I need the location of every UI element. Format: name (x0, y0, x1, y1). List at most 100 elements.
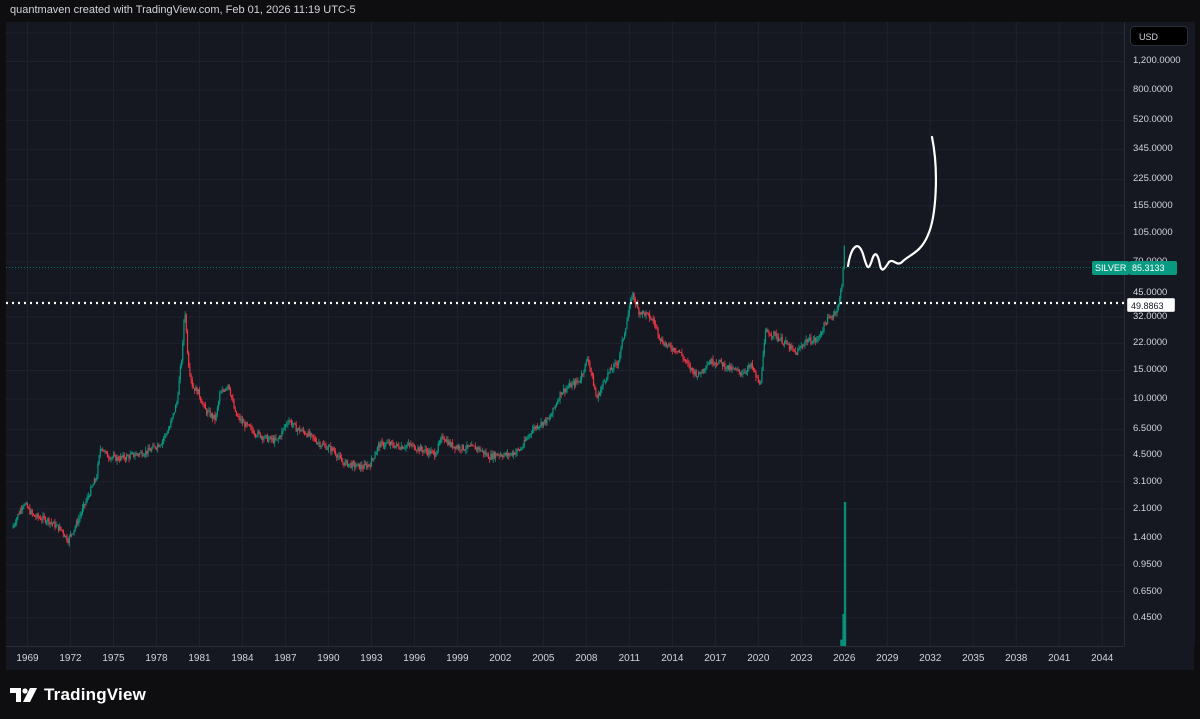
candle-body (435, 454, 437, 457)
candle-body (407, 443, 410, 445)
candle-body (441, 436, 443, 439)
candle-body (239, 416, 241, 421)
candle-body (547, 417, 549, 419)
candle-body (312, 434, 314, 438)
candle-body (169, 427, 171, 430)
candle-body (438, 442, 441, 444)
candle-body (333, 450, 335, 452)
candle-body (217, 401, 220, 408)
candle-body (356, 463, 358, 467)
candle-body (383, 445, 386, 447)
candle-body (364, 463, 367, 465)
candle-body (453, 446, 455, 448)
candle-body (403, 447, 405, 449)
candle-body (68, 536, 70, 543)
candle-body (232, 397, 234, 402)
candle-body (348, 464, 350, 467)
candle-body (575, 380, 577, 386)
candle-body (274, 437, 276, 443)
candle-body (177, 394, 179, 403)
candle-body (718, 361, 720, 364)
candle-body (313, 437, 315, 439)
price-scale[interactable]: 1,800.00001,200.0000800.0000520.0000345.… (1124, 22, 1195, 646)
candle-body (252, 430, 254, 434)
candle-body (206, 409, 208, 414)
time-tick-label: 2029 (876, 653, 899, 664)
candle-body (779, 339, 781, 341)
candle-body (121, 456, 123, 458)
candle-body (110, 457, 112, 460)
chart-area[interactable] (6, 22, 1124, 646)
candle-body (71, 533, 73, 535)
time-scale[interactable]: 1969 1972 1975 1978 1981 1984 1987 1990 1993 1996… (6, 646, 1124, 671)
candle-body (789, 345, 792, 350)
candle-body (491, 454, 493, 459)
candle-body (609, 367, 611, 373)
price-tick-label: 0.9500 (1133, 559, 1163, 570)
candle-body (732, 367, 734, 369)
candle-body (57, 524, 60, 531)
candle-body (16, 518, 18, 523)
time-tick-label: 2014 (661, 653, 684, 664)
candle-body (552, 407, 554, 415)
candle-body (419, 446, 421, 452)
candle-body (744, 371, 746, 373)
candle-body (362, 467, 364, 469)
candle-body (178, 379, 180, 395)
candle-body (167, 429, 170, 434)
currency-label[interactable]: USD (1130, 26, 1188, 46)
candle-body (374, 454, 376, 459)
tradingview-logo[interactable]: TradingView (10, 685, 146, 705)
time-tick-label: 2032 (919, 653, 942, 664)
candle-body (695, 370, 697, 377)
candle-body (504, 452, 506, 455)
time-tick-label: 1972 (59, 653, 82, 664)
candle-body (204, 404, 207, 410)
candle-body (586, 359, 589, 361)
candle-body (324, 444, 326, 446)
candle-body (200, 397, 202, 401)
candle-body (26, 503, 29, 508)
candle-body (527, 437, 529, 439)
candle-body (318, 442, 320, 444)
candle-body (801, 345, 804, 347)
candle-body (195, 387, 197, 391)
candle-body (474, 446, 476, 450)
candle-body (320, 445, 322, 447)
candle-body (792, 348, 794, 350)
candle-body (194, 387, 196, 391)
candle-body (828, 317, 830, 318)
candle-body (233, 401, 235, 409)
candle-body (694, 370, 696, 375)
candle-body (188, 352, 190, 367)
candle-body (686, 361, 688, 362)
last-price-badge: 85.3133 (1129, 261, 1177, 275)
candle-body (103, 450, 105, 452)
candle-body (498, 454, 500, 456)
candle-body (646, 312, 648, 314)
candle-body (66, 535, 68, 542)
candle-body (377, 443, 380, 448)
candle-body (37, 514, 39, 518)
candle-body (323, 443, 325, 445)
candle-body (339, 455, 341, 459)
candle-body (92, 484, 94, 487)
candle-body (645, 312, 647, 316)
price-chart[interactable] (6, 22, 1124, 646)
candle-body (632, 292, 634, 299)
candle-body (580, 373, 583, 381)
candle-body (463, 449, 466, 451)
candle-body (42, 515, 44, 520)
candle-body (135, 453, 137, 456)
candle-body (584, 363, 586, 372)
candle-body (238, 416, 240, 418)
candle-body (634, 299, 636, 304)
candle-body (59, 526, 61, 531)
candle-body (711, 359, 713, 364)
candle-body (607, 372, 609, 379)
candle-body (539, 425, 541, 427)
candle-body (626, 321, 628, 329)
candle-body (283, 427, 285, 429)
time-tick-label: 2005 (532, 653, 555, 664)
candle-body (296, 429, 298, 432)
